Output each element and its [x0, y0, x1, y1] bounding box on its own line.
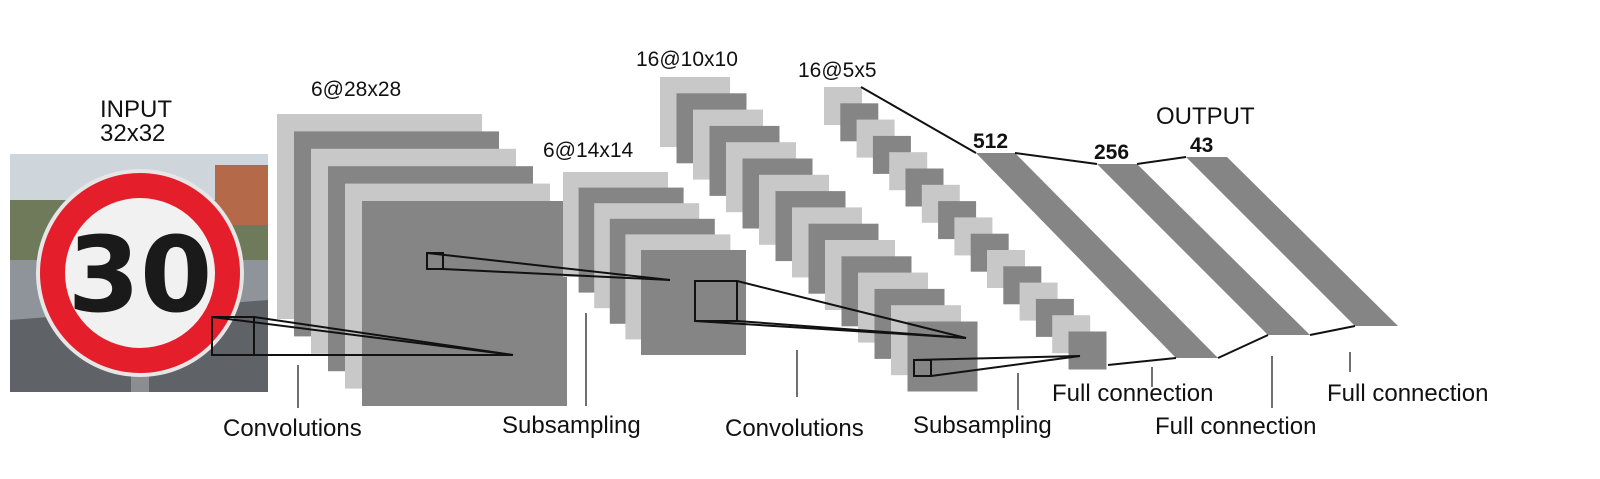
fc3-size: 43: [1190, 134, 1213, 157]
op-subsampling-2: Subsampling: [913, 412, 1052, 439]
input-image: 30: [10, 154, 268, 392]
output-title: OUTPUT: [1156, 103, 1255, 130]
c3-feature-maps: [660, 77, 978, 392]
c1-label: 6@28x28: [311, 78, 401, 101]
fc-layers: [860, 86, 1398, 366]
c1-feature-map: [362, 201, 567, 406]
s4-feature-map: [1068, 331, 1107, 370]
operation-ticks: [297, 313, 1351, 410]
op-full-connection-2: Full connection: [1155, 413, 1316, 440]
op-full-connection-3: Full connection: [1327, 380, 1488, 407]
s2-feature-maps: [563, 172, 746, 355]
op-convolutions-1: Convolutions: [223, 415, 362, 442]
op-full-connection-1: Full connection: [1052, 380, 1213, 407]
c1-feature-maps: [277, 114, 567, 406]
c3-label: 16@10x10: [636, 48, 738, 71]
fc1-size: 512: [973, 130, 1008, 153]
receptive-field-connectors: [211, 252, 1081, 377]
sign-number: 30: [68, 214, 213, 336]
op-subsampling-1: Subsampling: [502, 412, 641, 439]
input-title: INPUT: [100, 96, 172, 123]
s2-label: 6@14x14: [543, 139, 634, 162]
fc3-bar: [1186, 157, 1398, 326]
s2-feature-map: [641, 250, 746, 355]
s4-label: 16@5x5: [798, 59, 877, 82]
s4-feature-maps: [824, 87, 1107, 370]
input-size: 32x32: [100, 120, 165, 147]
fc1-bar: [976, 153, 1218, 358]
op-convolutions-2: Convolutions: [725, 415, 864, 442]
fc2-size: 256: [1094, 141, 1129, 164]
fc2-bar: [1097, 164, 1310, 335]
